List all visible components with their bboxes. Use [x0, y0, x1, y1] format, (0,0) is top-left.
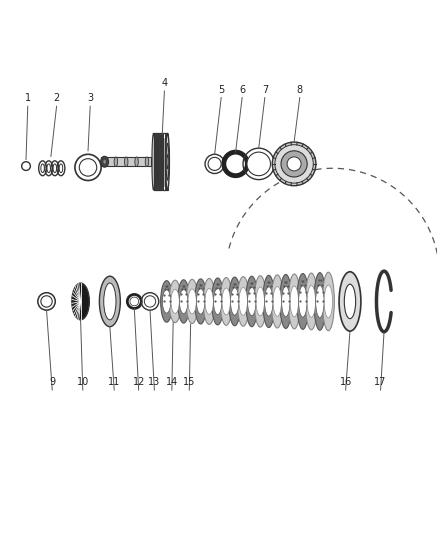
- Ellipse shape: [188, 289, 196, 314]
- Ellipse shape: [265, 287, 273, 316]
- Ellipse shape: [161, 281, 173, 322]
- Ellipse shape: [197, 289, 205, 314]
- Ellipse shape: [271, 275, 283, 328]
- Circle shape: [281, 151, 307, 177]
- Ellipse shape: [314, 273, 326, 330]
- Text: 2: 2: [53, 93, 60, 103]
- Ellipse shape: [297, 273, 309, 329]
- Ellipse shape: [114, 157, 117, 166]
- Ellipse shape: [72, 283, 89, 320]
- Circle shape: [247, 152, 271, 176]
- Ellipse shape: [263, 276, 275, 328]
- Circle shape: [208, 157, 221, 171]
- Ellipse shape: [47, 164, 50, 173]
- Circle shape: [287, 157, 301, 171]
- Ellipse shape: [169, 280, 181, 322]
- Text: 13: 13: [148, 377, 160, 387]
- Ellipse shape: [99, 276, 120, 327]
- Ellipse shape: [299, 286, 307, 317]
- Ellipse shape: [213, 288, 222, 314]
- Ellipse shape: [280, 274, 292, 328]
- Ellipse shape: [288, 274, 300, 329]
- Ellipse shape: [41, 164, 44, 173]
- Text: 17: 17: [374, 377, 387, 387]
- Circle shape: [275, 144, 313, 183]
- Ellipse shape: [152, 133, 155, 190]
- Ellipse shape: [256, 287, 265, 316]
- Text: 11: 11: [108, 377, 120, 387]
- Text: 12: 12: [132, 377, 145, 387]
- Text: 14: 14: [166, 377, 178, 387]
- Ellipse shape: [53, 164, 57, 173]
- Ellipse shape: [282, 286, 290, 317]
- Bar: [101, 157, 151, 166]
- Ellipse shape: [166, 133, 170, 190]
- Ellipse shape: [171, 289, 179, 313]
- Text: 16: 16: [339, 377, 352, 387]
- Ellipse shape: [222, 288, 230, 315]
- Circle shape: [79, 159, 97, 176]
- Ellipse shape: [212, 278, 224, 325]
- Text: 15: 15: [183, 377, 195, 387]
- Ellipse shape: [230, 288, 239, 315]
- Ellipse shape: [162, 290, 171, 313]
- Ellipse shape: [103, 159, 106, 164]
- Text: 5: 5: [218, 85, 224, 95]
- Circle shape: [41, 296, 52, 307]
- Text: 9: 9: [49, 377, 55, 387]
- Circle shape: [145, 296, 155, 307]
- Circle shape: [130, 297, 139, 306]
- Text: 6: 6: [239, 85, 245, 95]
- Ellipse shape: [203, 278, 215, 325]
- Text: 4: 4: [161, 78, 167, 88]
- Text: 3: 3: [87, 93, 93, 103]
- Ellipse shape: [178, 280, 190, 323]
- Ellipse shape: [145, 157, 149, 166]
- Text: 8: 8: [297, 85, 303, 95]
- Ellipse shape: [239, 287, 247, 316]
- Ellipse shape: [180, 289, 188, 313]
- Ellipse shape: [166, 143, 169, 180]
- Ellipse shape: [316, 285, 324, 318]
- Ellipse shape: [273, 287, 282, 316]
- Circle shape: [272, 142, 316, 185]
- Ellipse shape: [344, 284, 356, 319]
- Ellipse shape: [135, 157, 138, 166]
- Ellipse shape: [220, 278, 232, 325]
- Ellipse shape: [59, 164, 63, 173]
- Ellipse shape: [104, 157, 107, 166]
- Ellipse shape: [186, 279, 198, 324]
- Ellipse shape: [322, 272, 334, 330]
- Text: 1: 1: [25, 93, 31, 103]
- Ellipse shape: [305, 273, 317, 330]
- Ellipse shape: [324, 285, 332, 318]
- Ellipse shape: [339, 272, 361, 331]
- Ellipse shape: [195, 279, 207, 324]
- Ellipse shape: [205, 288, 213, 314]
- Ellipse shape: [104, 283, 116, 320]
- Text: 10: 10: [77, 377, 89, 387]
- Ellipse shape: [237, 277, 249, 326]
- Ellipse shape: [246, 276, 258, 327]
- Ellipse shape: [229, 277, 240, 326]
- Ellipse shape: [124, 157, 128, 166]
- Ellipse shape: [101, 156, 109, 167]
- Ellipse shape: [167, 155, 168, 169]
- Ellipse shape: [307, 286, 315, 317]
- Ellipse shape: [247, 287, 256, 316]
- Ellipse shape: [290, 286, 298, 317]
- Ellipse shape: [254, 276, 266, 327]
- Text: 7: 7: [262, 85, 268, 95]
